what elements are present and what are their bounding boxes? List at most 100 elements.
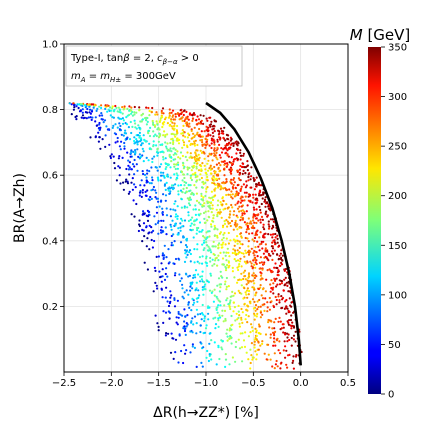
scatter-point — [240, 209, 243, 212]
scatter-point — [233, 223, 236, 226]
scatter-point — [258, 205, 261, 208]
scatter-point — [234, 203, 237, 206]
scatter-point — [223, 231, 226, 235]
scatter-point — [266, 310, 269, 313]
scatter-point — [272, 305, 276, 309]
scatter-point — [151, 106, 154, 110]
scatter-point — [174, 272, 177, 275]
scatter-point — [218, 143, 221, 146]
scatter-point — [161, 213, 164, 216]
scatter-point — [163, 130, 166, 133]
scatter-point — [245, 289, 249, 292]
scatter-point — [254, 350, 257, 353]
scatter-point — [252, 219, 255, 222]
scatter-point — [179, 184, 183, 187]
scatter-point — [286, 336, 289, 339]
scatter-point — [172, 142, 175, 146]
scatter-point — [275, 285, 278, 288]
scatter-point — [154, 223, 157, 226]
scatter-point — [221, 309, 224, 312]
scatter-point — [250, 265, 253, 268]
scatter-point — [196, 248, 199, 251]
scatter-point — [218, 132, 221, 135]
scatter-point — [162, 134, 165, 137]
scatter-point — [236, 249, 239, 252]
scatter-point — [255, 202, 258, 205]
scatter-point — [216, 264, 219, 267]
scatter-point — [238, 325, 241, 328]
scatter-point — [130, 181, 133, 184]
scatter-point — [170, 125, 173, 128]
scatter-point — [160, 219, 163, 222]
scatter-point — [217, 199, 220, 202]
scatter-point — [203, 130, 206, 133]
scatter-point — [195, 308, 198, 311]
scatter-point — [285, 363, 288, 366]
scatter-point — [181, 146, 184, 149]
scatter-point — [174, 158, 177, 161]
scatter-point — [218, 290, 221, 293]
scatter-point — [223, 160, 226, 163]
scatter-point — [118, 166, 121, 169]
scatter-point — [146, 268, 149, 271]
scatter-point — [198, 221, 202, 224]
scatter-point — [202, 199, 205, 202]
scatter-point — [201, 303, 204, 307]
scatter-point — [152, 130, 155, 133]
scatter-point — [195, 165, 198, 168]
scatter-point — [186, 145, 189, 149]
scatter-point — [258, 298, 261, 302]
scatter-point — [174, 215, 177, 218]
scatter-point — [267, 318, 270, 322]
scatter-point — [173, 202, 176, 205]
scatter-point — [198, 294, 201, 297]
scatter-point — [261, 313, 264, 316]
scatter-point — [146, 237, 149, 240]
y-tick-label: 0.4 — [42, 236, 58, 247]
scatter-point — [204, 288, 207, 291]
scatter-point — [201, 255, 204, 258]
scatter-point — [208, 289, 212, 292]
scatter-point — [241, 209, 245, 212]
scatter-point — [206, 236, 209, 239]
scatter-point — [194, 160, 197, 163]
scatter-point — [135, 138, 138, 141]
scatter-point — [202, 114, 205, 117]
scatter-point — [271, 365, 274, 368]
scatter-point — [201, 162, 204, 165]
scatter-point — [288, 353, 291, 356]
scatter-point — [207, 210, 210, 213]
scatter-point — [213, 165, 216, 169]
scatter-point — [265, 358, 268, 361]
scatter-point — [263, 303, 266, 306]
scatter-point — [245, 313, 248, 317]
scatter-point — [230, 203, 233, 207]
scatter-point — [106, 110, 109, 113]
scatter-point — [138, 194, 141, 197]
scatter-point — [247, 335, 250, 338]
scatter-point — [119, 111, 122, 114]
scatter-point — [216, 213, 219, 216]
scatter-point — [217, 186, 220, 189]
scatter-point — [136, 169, 139, 172]
scatter-point — [202, 151, 206, 154]
scatter-point — [236, 259, 240, 262]
scatter-point — [239, 164, 242, 168]
scatter-point — [195, 167, 198, 170]
scatter-point — [278, 340, 281, 343]
scatter-point — [128, 190, 131, 193]
scatter-point — [159, 276, 162, 279]
scatter-point — [195, 281, 198, 284]
scatter-point — [209, 134, 212, 137]
scatter-point — [290, 344, 293, 347]
scatter-point — [156, 147, 159, 150]
scatter-point — [218, 357, 221, 361]
scatter-point — [86, 107, 89, 111]
scatter-point — [123, 105, 126, 108]
scatter-point — [146, 219, 150, 222]
scatter-point — [118, 174, 121, 177]
scatter-point — [201, 143, 204, 146]
scatter-point — [179, 189, 183, 192]
scatter-point — [174, 257, 178, 261]
